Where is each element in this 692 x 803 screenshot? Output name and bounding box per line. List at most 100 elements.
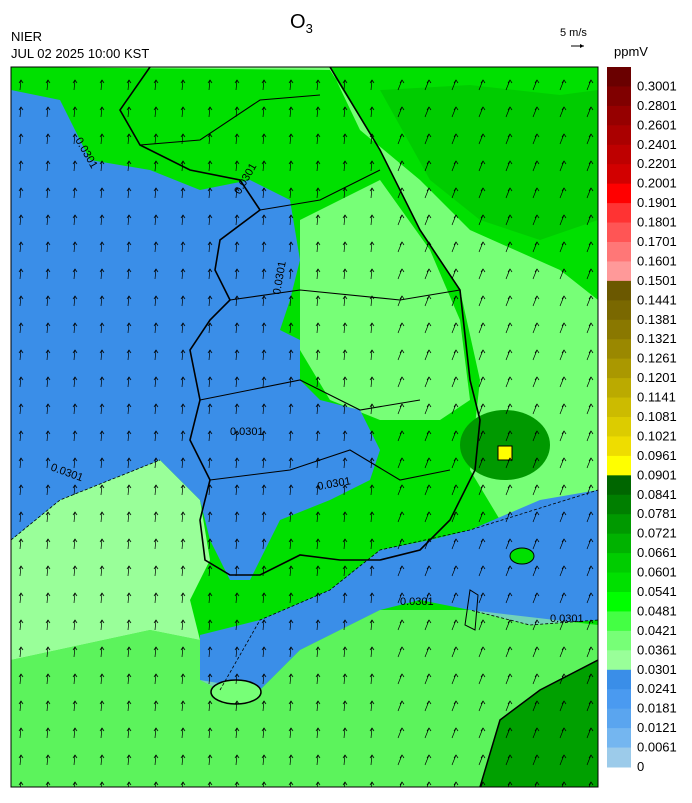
wind-arrow — [532, 187, 540, 199]
wind-arrow — [369, 160, 375, 172]
wind-arrow — [72, 727, 78, 739]
wind-arrow — [18, 754, 24, 766]
wind-arrow — [342, 646, 348, 658]
wind-arrow — [126, 295, 132, 307]
wind-arrow — [72, 295, 78, 307]
wind-arrow — [505, 322, 513, 334]
wind-arrow — [315, 322, 321, 334]
wind-arrow — [315, 241, 321, 253]
legend-swatch — [607, 650, 631, 671]
wind-arrow — [288, 646, 294, 658]
wind-arrow — [234, 484, 240, 496]
wind-arrow — [153, 511, 159, 523]
wind-arrow — [586, 646, 594, 658]
wind-arrow — [559, 106, 567, 118]
wind-arrow — [99, 376, 105, 388]
wind-arrow — [586, 457, 594, 469]
wind-arrow — [586, 322, 594, 334]
wind-arrow — [126, 430, 132, 442]
wind-arrow — [424, 592, 432, 604]
legend-label: 0.1501 — [637, 273, 677, 288]
wind-arrow — [369, 673, 375, 685]
wind-arrow — [532, 457, 540, 469]
wind-arrow — [451, 727, 459, 739]
wind-arrow — [478, 214, 486, 226]
wind-arrow — [99, 133, 105, 145]
wind-arrow — [153, 376, 159, 388]
wind-arrow — [369, 268, 375, 280]
wind-arrow — [424, 241, 432, 253]
wind-arrow — [234, 430, 240, 442]
wind-arrow — [288, 133, 294, 145]
wind-arrow — [288, 349, 294, 361]
wind-arrow — [451, 241, 459, 253]
wind-arrow — [18, 484, 24, 496]
legend-swatch — [607, 630, 631, 651]
legend-label: 0.0061 — [637, 740, 677, 755]
wind-arrow — [18, 538, 24, 550]
wind-arrow — [532, 106, 540, 118]
legend-swatch — [607, 300, 631, 321]
wind-arrow — [342, 214, 348, 226]
wind-arrow — [451, 349, 459, 361]
wind-arrow — [315, 268, 321, 280]
region-low-west — [11, 90, 380, 580]
wind-arrow — [99, 673, 105, 685]
wind-arrow — [559, 430, 567, 442]
wind-arrow — [234, 646, 240, 658]
tsushima — [509, 547, 535, 565]
wind-arrow — [126, 646, 132, 658]
contour-label: 0.0301 — [316, 475, 351, 493]
wind-arrow — [559, 484, 567, 496]
wind-arrow — [559, 214, 567, 226]
wind-arrow — [18, 349, 24, 361]
wind-arrow — [207, 727, 213, 739]
wind-arrow — [288, 565, 294, 577]
wind-arrow — [559, 349, 567, 361]
wind-arrow — [586, 754, 594, 766]
legend-swatch — [607, 378, 631, 399]
wind-arrow — [180, 673, 186, 685]
wind-arrow — [153, 700, 159, 712]
wind-arrow — [234, 592, 240, 604]
wind-arrow — [207, 619, 213, 631]
wind-arrow — [342, 673, 348, 685]
wind-arrow — [478, 106, 486, 118]
wind-arrow — [72, 646, 78, 658]
wind-arrow — [315, 430, 321, 442]
wind-arrow — [505, 592, 513, 604]
wind-arrow — [342, 187, 348, 199]
wind-arrow — [126, 160, 132, 172]
wind-arrow — [99, 646, 105, 658]
wind-arrow — [126, 106, 132, 118]
wind-arrow — [342, 565, 348, 577]
wind-arrow — [342, 781, 348, 787]
legend-label: 0.2601 — [637, 117, 677, 132]
wind-arrow — [99, 700, 105, 712]
wind-arrow — [261, 241, 267, 253]
coastline — [119, 67, 481, 576]
wind-arrow — [126, 754, 132, 766]
wind-arrow — [153, 268, 159, 280]
wind-arrow — [478, 592, 486, 604]
wind-arrow — [207, 484, 213, 496]
wind-arrow — [126, 349, 132, 361]
wind-arrow — [451, 376, 459, 388]
wind-arrow — [399, 781, 405, 787]
wind-arrow — [207, 700, 213, 712]
wind-arrow — [72, 160, 78, 172]
wind-arrow — [369, 349, 375, 361]
wind-arrow — [99, 322, 105, 334]
wind-arrow — [397, 619, 405, 631]
wind-field — [18, 79, 594, 787]
wind-arrow — [586, 160, 594, 172]
wind-arrow — [126, 538, 132, 550]
wind-arrow — [72, 592, 78, 604]
wind-arrow — [559, 565, 567, 577]
wind-arrow — [315, 592, 321, 604]
wind-arrow — [261, 727, 267, 739]
wind-arrow — [72, 187, 78, 199]
legend-swatch — [607, 86, 631, 107]
wind-arrow — [451, 538, 459, 550]
wind-arrow — [478, 700, 486, 712]
